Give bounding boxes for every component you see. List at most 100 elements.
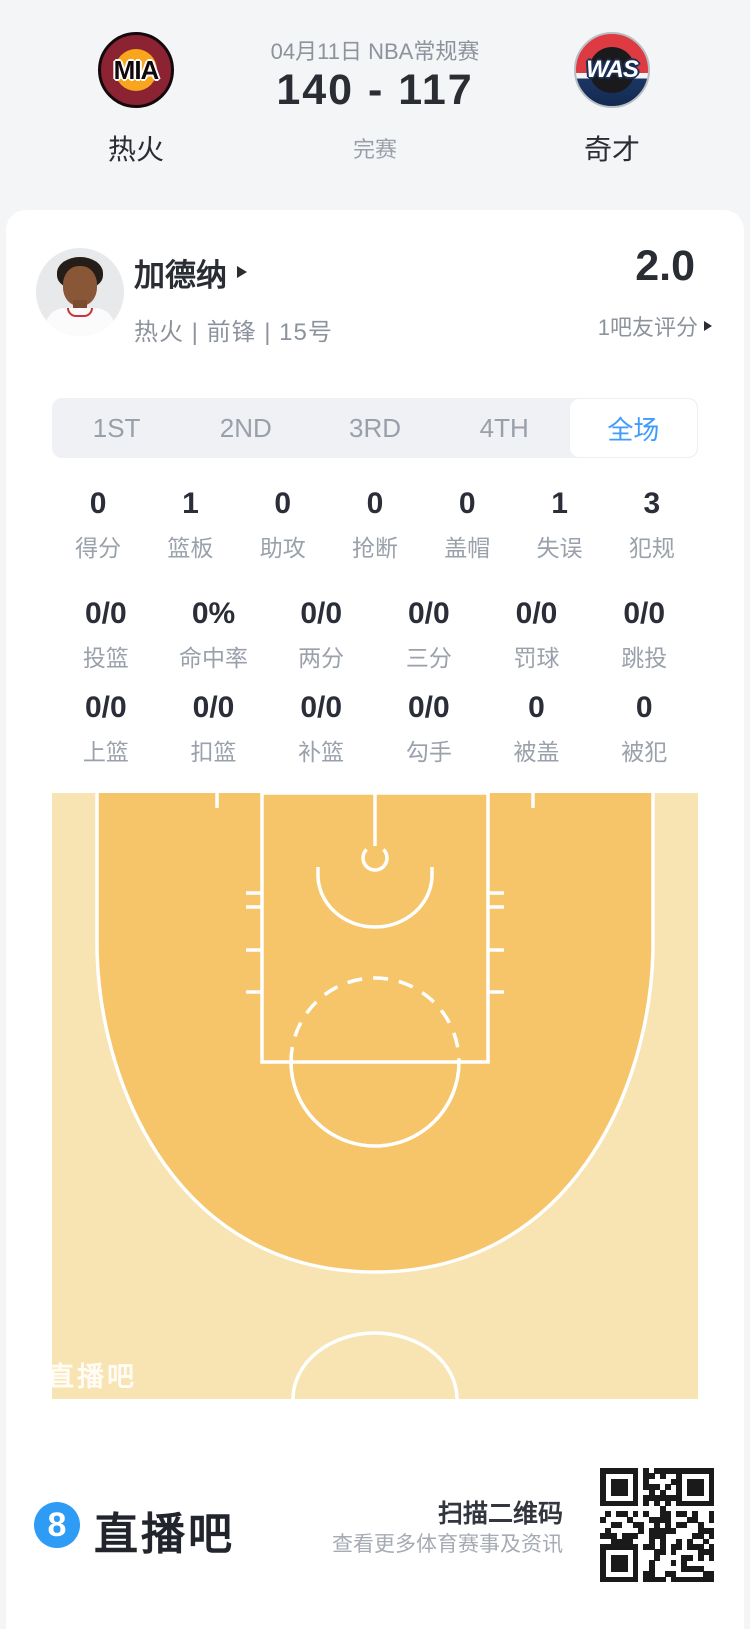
avatar-jersey [45, 308, 115, 336]
stat-value: 0/0 [84, 691, 127, 724]
stat-value: 0 [458, 487, 476, 520]
stat-value: 1 [551, 487, 568, 520]
stat-cell: 1 篮板 [144, 488, 236, 563]
scan-qr-title: 扫描二维码 [437, 1500, 563, 1528]
was-ball-icon [589, 47, 635, 93]
stat-row-shooting: 0/0 投篮 0% 命中率 0/0 两分 0/0 三分 0/0 罚球 0/0 跳… [52, 598, 698, 673]
stat-label: 跳投 [621, 645, 668, 671]
stat-label: 失误 [536, 535, 583, 561]
home-team-logo: MIA [98, 32, 174, 108]
stat-cell: 0/0 罚球 [483, 598, 591, 673]
stat-label: 罚球 [513, 645, 560, 671]
stat-cell: 0 助攻 [237, 488, 329, 563]
home-team-abbr: MIA [113, 54, 160, 85]
stat-cell: 0/0 三分 [375, 598, 483, 673]
zhibo8-brand-name: 直播吧 [94, 1510, 235, 1559]
scan-qr-subtitle: 查看更多体育赛事及资讯 [332, 1533, 563, 1556]
stat-cell: 1 失误 [513, 488, 605, 563]
stat-cell: 0 盖帽 [421, 488, 513, 563]
tab-4th[interactable]: 4TH [440, 398, 569, 458]
stat-value: 0 [528, 691, 545, 724]
chevron-right-icon [704, 321, 712, 331]
stat-value: 0% [191, 597, 236, 630]
chevron-right-icon [237, 266, 247, 278]
stat-value: 1 [182, 487, 199, 520]
stat-value: 3 [643, 487, 661, 520]
stat-value: 0/0 [407, 597, 450, 630]
qr-code [600, 1468, 715, 1583]
stat-label: 勾手 [405, 739, 452, 765]
game-score: 140 - 117 [276, 66, 474, 114]
stat-cell: 3 犯规 [606, 488, 698, 563]
shot-chart-court [52, 793, 698, 1399]
stat-value: 0/0 [515, 597, 558, 630]
stat-label: 三分 [405, 645, 452, 671]
stat-label: 犯规 [628, 535, 675, 561]
stat-cell: 0 得分 [52, 488, 144, 563]
tab-3rd[interactable]: 3RD [310, 398, 439, 458]
stat-row-main: 0 得分 1 篮板 0 助攻 0 抢断 0 盖帽 1 失误 3 犯规 [52, 488, 698, 563]
stat-cell: 0/0 两分 [267, 598, 375, 673]
stat-cell: 0/0 扣篮 [160, 692, 268, 767]
stat-cell: 0/0 跳投 [590, 598, 698, 673]
court-watermark: 直播吧 [47, 1362, 137, 1392]
stat-cell: 0 被盖 [483, 692, 591, 767]
stat-row-shot-types: 0/0 上篮 0/0 扣篮 0/0 补篮 0/0 勾手 0 被盖 0 被犯 [52, 692, 698, 767]
player-avatar [36, 248, 124, 336]
stat-label: 补篮 [298, 739, 345, 765]
stat-value: 0/0 [84, 597, 127, 630]
stat-value: 0 [635, 691, 653, 724]
tab-label: 3RD [349, 412, 402, 443]
stat-cell: 0 抢断 [329, 488, 421, 563]
tab-1st[interactable]: 1ST [52, 398, 181, 458]
tab-full-game[interactable]: 全场 [568, 398, 699, 458]
stat-label: 投篮 [82, 645, 129, 671]
stat-cell: 0% 命中率 [160, 598, 268, 673]
player-meta: 热火 | 前锋 | 15号 [134, 319, 333, 346]
stat-label: 盖帽 [444, 535, 491, 561]
tab-label: 2ND [219, 412, 272, 443]
stat-value: 0/0 [300, 597, 343, 630]
stat-label: 被犯 [621, 739, 668, 765]
stat-label: 扣篮 [190, 739, 237, 765]
player-name-link[interactable]: 加德纳 [134, 252, 247, 293]
rating-label: 1吧友评分 [597, 315, 698, 340]
away-team-abbr: WAS [586, 56, 639, 83]
stat-cell: 0/0 投篮 [52, 598, 160, 673]
stat-value: 0/0 [192, 691, 235, 724]
stat-label: 助攻 [259, 535, 306, 561]
away-team-logo: WAS [574, 32, 650, 108]
mia-ball-icon [115, 49, 157, 91]
away-team-name: 奇才 [583, 134, 640, 165]
home-team-name: 热火 [107, 134, 164, 165]
stat-label: 篮板 [167, 535, 214, 561]
stat-label: 两分 [298, 645, 345, 671]
stat-cell: 0 被犯 [590, 692, 698, 767]
stat-value: 0 [274, 487, 292, 520]
player-name: 加德纳 [134, 257, 227, 293]
player-rating-value: 2.0 [635, 242, 695, 290]
tab-2nd[interactable]: 2ND [181, 398, 310, 458]
stat-value: 0 [366, 487, 384, 520]
stat-cell: 0/0 上篮 [52, 692, 160, 767]
game-status: 完赛 [352, 137, 397, 162]
stat-value: 0/0 [623, 597, 666, 630]
rating-link[interactable]: 1吧友评分 [598, 310, 712, 342]
tab-label: 4TH [479, 412, 529, 443]
avatar-face [63, 266, 97, 306]
stat-cell: 0/0 勾手 [375, 692, 483, 767]
game-date-title: 04月11日 NBA常规赛 [270, 39, 480, 64]
tab-label: 全场 [607, 414, 660, 445]
stat-label: 抢断 [351, 535, 398, 561]
stat-value: 0/0 [407, 691, 450, 724]
stat-label: 上篮 [82, 739, 129, 765]
stat-value: 0 [89, 487, 107, 520]
zhibo8-logo-icon: 8 [34, 1502, 80, 1548]
stat-label: 命中率 [179, 645, 248, 671]
stat-cell: 0/0 补篮 [267, 692, 375, 767]
quarter-tabbar: 1ST 2ND 3RD 4TH 全场 [52, 398, 699, 458]
stat-label: 得分 [75, 535, 122, 561]
stat-label: 被盖 [513, 739, 560, 765]
tab-label: 1ST [92, 412, 141, 443]
